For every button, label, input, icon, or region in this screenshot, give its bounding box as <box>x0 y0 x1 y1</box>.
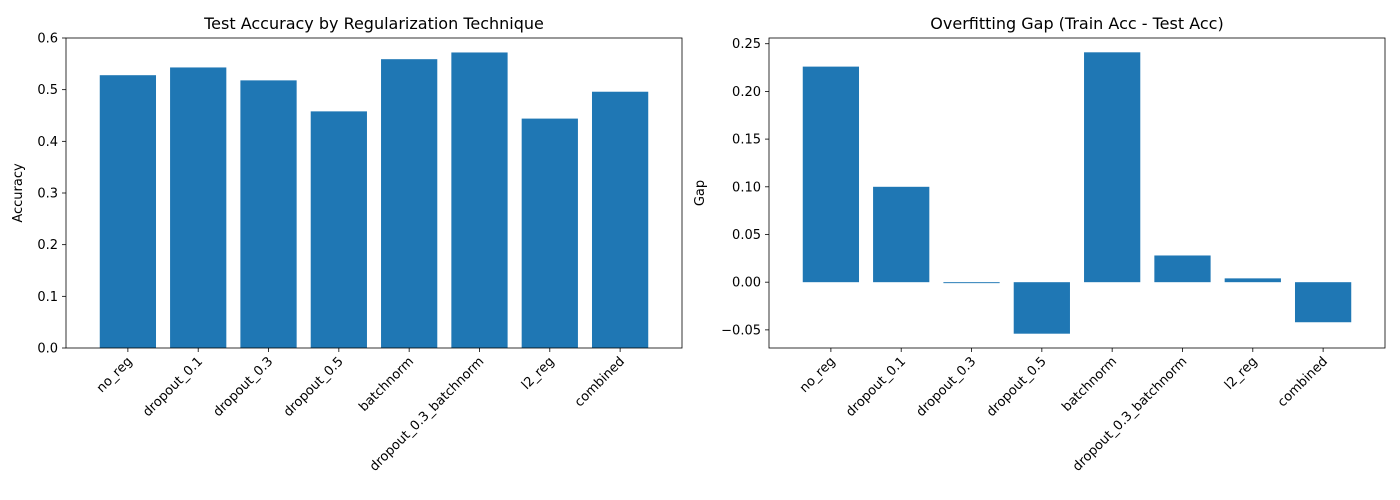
y-tick-label: 0.1 <box>37 290 58 305</box>
x-tick-label: no_reg <box>797 354 839 396</box>
bar-dropout_0.3_batchnorm <box>1154 255 1211 283</box>
y-tick-label: −0.05 <box>721 323 761 338</box>
plot-frame <box>768 37 1386 349</box>
bar-dropout_0.1 <box>873 186 930 283</box>
y-tick-label: 0.00 <box>732 276 761 291</box>
y-axis-ticks: −0.05 0.00 0.05 0.10 0.15 0.20 0.25 <box>721 37 769 338</box>
x-tick-label: dropout_0.5 <box>281 354 347 420</box>
bar-l2_reg <box>1224 278 1281 283</box>
x-tick-label: dropout_0.5 <box>984 354 1050 420</box>
y-tick-label: 0.15 <box>732 133 761 148</box>
x-tick-label: l2_reg <box>1222 354 1261 393</box>
x-tick-label: batchnorm <box>356 354 417 415</box>
y-tick-label: 0.25 <box>732 37 761 52</box>
bar-combined <box>591 91 649 348</box>
x-tick-label: combined <box>572 354 628 410</box>
x-tick-label: dropout_0.3 <box>914 354 980 420</box>
x-tick-label: dropout_0.3 <box>211 354 277 420</box>
bar-dropout_0.1 <box>170 67 227 348</box>
bar-dropout_0.5 <box>310 111 367 348</box>
bar-l2_reg <box>521 118 578 348</box>
bar-dropout_0.3 <box>240 80 297 348</box>
overfitting-gap-chart: Overfitting Gap (Train Acc - Test Acc) G… <box>693 14 1386 475</box>
x-axis-ticks: no_reg dropout_0.1 dropout_0.3 dropout_0.5 b… <box>94 348 628 475</box>
x-tick-label: dropout_0.3_batchnorm <box>367 354 487 474</box>
bar-batchnorm <box>381 59 438 348</box>
y-tick-label: 0.10 <box>732 180 761 195</box>
bar-group <box>99 52 649 348</box>
y-axis-label: Accuracy <box>11 163 26 223</box>
y-tick-label: 0.2 <box>37 238 58 253</box>
x-tick-label: dropout_0.3_batchnorm <box>1070 354 1190 474</box>
y-axis-ticks: 0.0 0.1 0.2 0.3 0.4 0.5 0.6 <box>37 32 66 357</box>
y-tick-label: 0.4 <box>37 135 58 150</box>
bar-dropout_0.3 <box>943 282 1000 284</box>
x-tick-label: dropout_0.1 <box>843 354 909 420</box>
accuracy-chart: Test Accuracy by Regularization Techniqu… <box>11 14 683 475</box>
x-tick-label: batchnorm <box>1059 354 1120 415</box>
plot-frame <box>65 37 683 349</box>
chart-title: Test Accuracy by Regularization Techniqu… <box>203 14 544 33</box>
y-tick-label: 0.3 <box>37 187 58 202</box>
y-tick-label: 0.0 <box>37 342 58 357</box>
y-axis-label: Gap <box>693 180 708 206</box>
bar-batchnorm <box>1084 52 1141 283</box>
bar-no_reg <box>99 75 157 348</box>
y-tick-label: 0.05 <box>732 228 761 243</box>
x-tick-label: dropout_0.1 <box>140 354 206 420</box>
y-tick-label: 0.5 <box>37 83 58 98</box>
bar-combined <box>1294 282 1352 323</box>
bar-no_reg <box>802 66 860 283</box>
x-tick-label: combined <box>1275 354 1331 410</box>
x-axis-ticks: no_reg dropout_0.1 dropout_0.3 dropout_0.5 b… <box>797 348 1331 475</box>
bar-dropout_0.5 <box>1013 282 1070 334</box>
y-tick-label: 0.20 <box>732 85 761 100</box>
x-tick-label: l2_reg <box>519 354 558 393</box>
chart-title: Overfitting Gap (Train Acc - Test Acc) <box>930 14 1223 33</box>
bar-dropout_0.3_batchnorm <box>451 52 508 348</box>
y-tick-label: 0.6 <box>37 32 58 47</box>
x-tick-label: no_reg <box>94 354 136 396</box>
bar-group <box>802 52 1352 334</box>
